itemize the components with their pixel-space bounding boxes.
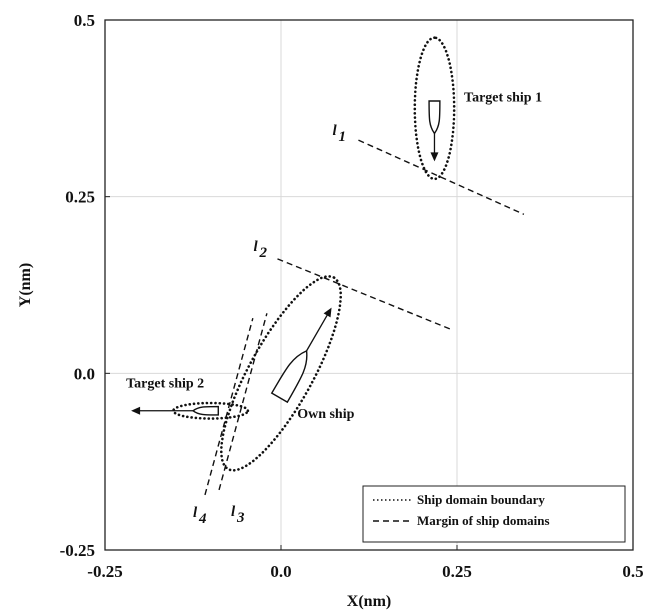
plot-frame <box>104 19 634 551</box>
legend-box <box>362 485 626 543</box>
margin-line-l4 <box>204 318 254 496</box>
margin-line-label-sub-l3: 3 <box>236 510 245 526</box>
x-tick-label: -0.25 <box>87 562 122 581</box>
ship-hull-0 <box>428 100 441 135</box>
ship-2 <box>270 307 332 404</box>
x-axis-label: X(nm) <box>347 593 391 610</box>
margin-lines <box>204 139 525 496</box>
grid <box>104 19 634 551</box>
x-tick-label: 0.25 <box>442 562 472 581</box>
margin-line-label-l3: l <box>231 504 236 520</box>
margin-line-label-sub-l1: 1 <box>338 129 346 145</box>
y-tick-label: -0.25 <box>60 541 95 560</box>
ships <box>131 100 441 416</box>
ship-0 <box>428 100 441 162</box>
axis-ticks: -0.25 0.0 0.25 0.5 -0.25 0.0 0.25 0.5 <box>60 11 644 581</box>
legend-label-dotted: Ship domain boundary <box>417 492 545 507</box>
x-tick-label: 0.5 <box>622 562 643 581</box>
ship-domain-2 <box>220 274 342 472</box>
annotation-0: Target ship 1 <box>464 90 542 105</box>
y-tick-label: 0.0 <box>74 364 95 383</box>
y-axis-label: Y(nm) <box>17 263 34 307</box>
annotation-2: Own ship <box>297 407 354 422</box>
margin-line-l1 <box>358 139 525 215</box>
y-tick-label: 0.5 <box>74 11 95 30</box>
margin-line-label-sub-l2: 2 <box>258 245 267 261</box>
heading-arrowhead-2 <box>323 307 332 318</box>
ship-1 <box>131 405 219 416</box>
legend-label-dashed: Margin of ship domains <box>417 513 550 528</box>
ship-domains <box>171 36 456 472</box>
margin-line-l3 <box>218 313 268 491</box>
margin-line-label-l2: l <box>253 239 258 255</box>
ship-domain-0 <box>413 36 456 181</box>
heading-arrowhead-1 <box>131 406 141 415</box>
y-tick-label: 0.25 <box>65 188 95 207</box>
ship-hull-2 <box>270 349 308 404</box>
annotation-1: Target ship 2 <box>126 376 204 391</box>
margin-line-label-sub-l4: 4 <box>198 511 207 527</box>
margin-line-label-l1: l <box>332 123 337 139</box>
margin-line-l2 <box>277 258 452 331</box>
legend: Ship domain boundary Margin of ship doma… <box>362 485 626 543</box>
heading-arrowhead-0 <box>430 152 439 162</box>
x-tick-label: 0.0 <box>270 562 291 581</box>
ship-hull-1 <box>191 405 219 416</box>
margin-line-label-l4: l <box>193 505 198 521</box>
heading-arrow-2 <box>305 308 332 352</box>
